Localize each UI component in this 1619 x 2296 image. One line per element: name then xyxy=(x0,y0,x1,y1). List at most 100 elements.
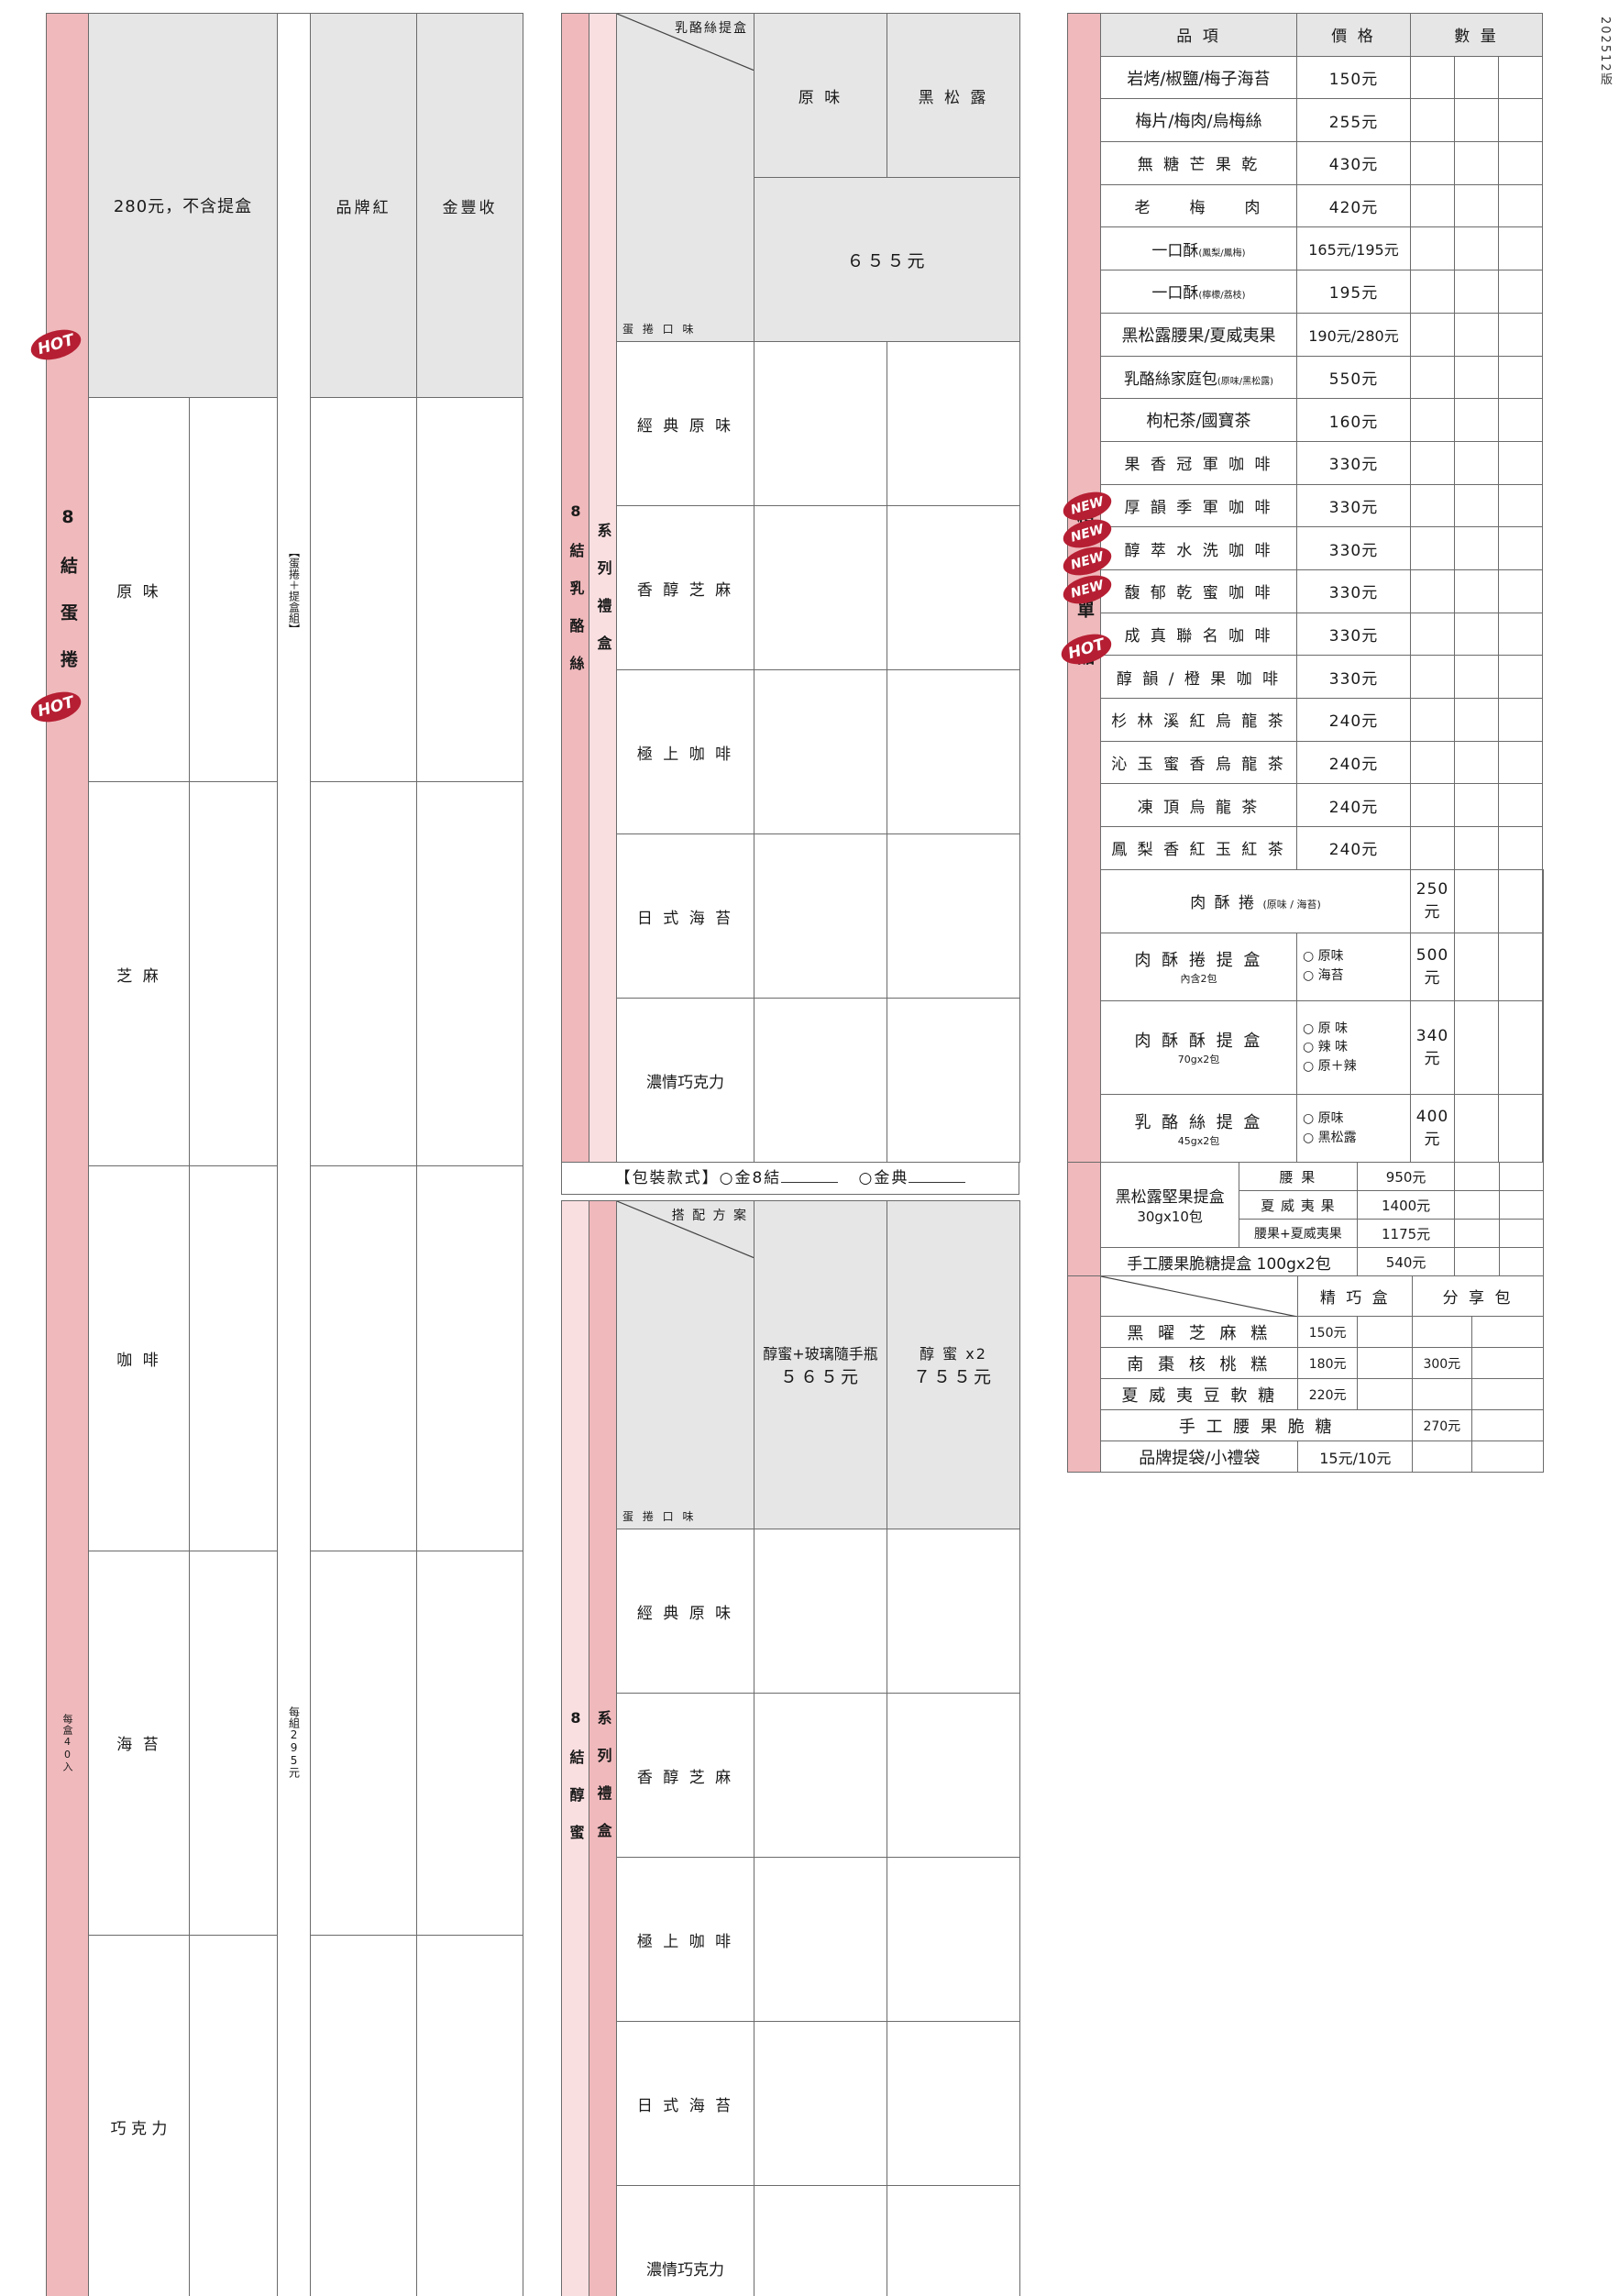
qty-input-cell[interactable] xyxy=(754,1694,887,1858)
qty-input-cell[interactable] xyxy=(311,1935,417,2296)
package-blank-2[interactable] xyxy=(909,1182,965,1183)
qty-input-cell[interactable] xyxy=(190,1551,278,1935)
qty-input-cell[interactable] xyxy=(1499,356,1543,399)
qty-input-cell[interactable] xyxy=(1411,184,1455,227)
qty-input-cell[interactable] xyxy=(1411,613,1455,656)
qty-input-cell[interactable] xyxy=(754,2022,887,2186)
qty-input-cell[interactable] xyxy=(754,1858,887,2022)
qty-input-cell[interactable] xyxy=(1499,1191,1543,1220)
qty-input-cell[interactable] xyxy=(1455,1248,1499,1276)
qty-input-cell[interactable] xyxy=(1455,569,1499,613)
qty-input-cell[interactable] xyxy=(1455,484,1499,527)
qty-input-cell[interactable] xyxy=(1499,1000,1543,1094)
qty-input-cell[interactable] xyxy=(1411,569,1455,613)
qty-input-cell[interactable] xyxy=(1455,270,1499,314)
qty-input-cell[interactable] xyxy=(1411,484,1455,527)
qty-input-cell[interactable] xyxy=(311,398,417,782)
qty-input-cell[interactable] xyxy=(1499,1163,1543,1191)
package-option-1[interactable]: ○金8結 xyxy=(720,1169,782,1187)
qty-input-cell[interactable] xyxy=(1499,933,1543,1001)
qty-input-cell[interactable] xyxy=(1499,99,1543,142)
qty-input-cell[interactable] xyxy=(1411,99,1455,142)
qty-input-cell[interactable] xyxy=(1411,656,1455,699)
qty-input-cell[interactable] xyxy=(1471,1410,1544,1441)
qty-input-cell[interactable] xyxy=(887,999,1020,1163)
qty-input-cell[interactable] xyxy=(1455,313,1499,356)
qty-input-cell[interactable] xyxy=(1499,741,1543,784)
qty-input-cell[interactable] xyxy=(887,342,1020,506)
qty-input-cell[interactable] xyxy=(1411,527,1455,570)
qty-input-cell[interactable] xyxy=(1411,313,1455,356)
qty-input-cell[interactable] xyxy=(1411,227,1455,270)
qty-input-cell[interactable] xyxy=(1455,99,1499,142)
qty-input-cell[interactable] xyxy=(1455,869,1499,933)
qty-input-cell[interactable] xyxy=(754,834,887,999)
qty-input-cell[interactable] xyxy=(1455,933,1499,1001)
qty-input-cell[interactable] xyxy=(1455,142,1499,185)
qty-input-cell[interactable] xyxy=(1499,184,1543,227)
qty-input-cell[interactable] xyxy=(1455,1095,1499,1163)
qty-input-cell[interactable] xyxy=(1499,656,1543,699)
qty-input-cell[interactable] xyxy=(1455,527,1499,570)
qty-input-cell[interactable] xyxy=(754,342,887,506)
qty-input-cell[interactable] xyxy=(1455,1163,1499,1191)
qty-input-cell[interactable] xyxy=(1471,1379,1544,1410)
qty-input-cell[interactable] xyxy=(1357,1348,1412,1379)
qty-input-cell[interactable] xyxy=(887,1529,1020,1694)
qty-input-cell[interactable] xyxy=(1455,1191,1499,1220)
qty-input-cell[interactable] xyxy=(1471,1348,1544,1379)
qty-input-cell[interactable] xyxy=(1411,399,1455,442)
qty-input-cell[interactable] xyxy=(1455,399,1499,442)
qty-input-cell[interactable] xyxy=(1357,1379,1412,1410)
qty-input-cell[interactable] xyxy=(417,782,523,1166)
qty-input-cell[interactable] xyxy=(1499,699,1543,742)
qty-input-cell[interactable] xyxy=(311,1166,417,1551)
qty-input-cell[interactable] xyxy=(311,782,417,1166)
qty-input-cell[interactable] xyxy=(190,782,278,1166)
nutbox-option[interactable]: 夏 威 夷 果 xyxy=(1239,1191,1358,1220)
option-radio[interactable]: ○ 原 味 xyxy=(1303,1020,1404,1038)
qty-input-cell[interactable] xyxy=(754,670,887,834)
qty-input-cell[interactable] xyxy=(1411,142,1455,185)
qty-input-cell[interactable] xyxy=(887,670,1020,834)
meat-item-options[interactable]: ○ 原味 ○ 海苔 xyxy=(1297,933,1411,1001)
meat-item-options[interactable]: ○ 原 味 ○ 辣 味 ○ 原＋辣 xyxy=(1297,1000,1411,1094)
option-radio[interactable]: ○ 黑松露 xyxy=(1303,1129,1404,1148)
qty-input-cell[interactable] xyxy=(190,1166,278,1551)
qty-input-cell[interactable] xyxy=(1543,1000,1544,1094)
qty-input-cell[interactable] xyxy=(887,506,1020,670)
qty-input-cell[interactable] xyxy=(1455,227,1499,270)
qty-input-cell[interactable] xyxy=(1471,1317,1544,1348)
qty-input-cell[interactable] xyxy=(1499,441,1543,484)
qty-input-cell[interactable] xyxy=(1499,56,1543,99)
qty-input-cell[interactable] xyxy=(1455,441,1499,484)
qty-input-cell[interactable] xyxy=(1455,656,1499,699)
qty-input-cell[interactable] xyxy=(1411,827,1455,870)
qty-input-cell[interactable] xyxy=(417,1935,523,2296)
nutbox-option[interactable]: 腰果+夏威夷果 xyxy=(1239,1220,1358,1248)
qty-input-cell[interactable] xyxy=(1455,1000,1499,1094)
qty-input-cell[interactable] xyxy=(1499,827,1543,870)
qty-input-cell[interactable] xyxy=(754,2186,887,2296)
qty-input-cell[interactable] xyxy=(887,1694,1020,1858)
qty-input-cell[interactable] xyxy=(887,2186,1020,2296)
qty-input-cell[interactable] xyxy=(1411,784,1455,827)
qty-input-cell[interactable] xyxy=(417,1551,523,1935)
option-radio[interactable]: ○ 原味 xyxy=(1303,1109,1404,1129)
option-radio[interactable]: ○ 辣 味 xyxy=(1303,1038,1404,1056)
qty-input-cell[interactable] xyxy=(1455,613,1499,656)
qty-input-cell[interactable] xyxy=(1543,933,1544,1001)
qty-input-cell[interactable] xyxy=(1499,270,1543,314)
qty-input-cell[interactable] xyxy=(1499,1220,1543,1248)
qty-input-cell[interactable] xyxy=(1543,869,1544,933)
qty-input-cell[interactable] xyxy=(1499,1248,1543,1276)
qty-input-cell[interactable] xyxy=(1455,827,1499,870)
qty-input-cell[interactable] xyxy=(417,398,523,782)
qty-input-cell[interactable] xyxy=(1411,270,1455,314)
qty-input-cell[interactable] xyxy=(887,834,1020,999)
qty-input-cell[interactable] xyxy=(1499,1095,1543,1163)
option-radio[interactable]: ○ 原味 xyxy=(1303,947,1404,966)
qty-input-cell[interactable] xyxy=(1411,699,1455,742)
package-blank-1[interactable] xyxy=(781,1182,838,1183)
qty-input-cell[interactable] xyxy=(1499,869,1543,933)
